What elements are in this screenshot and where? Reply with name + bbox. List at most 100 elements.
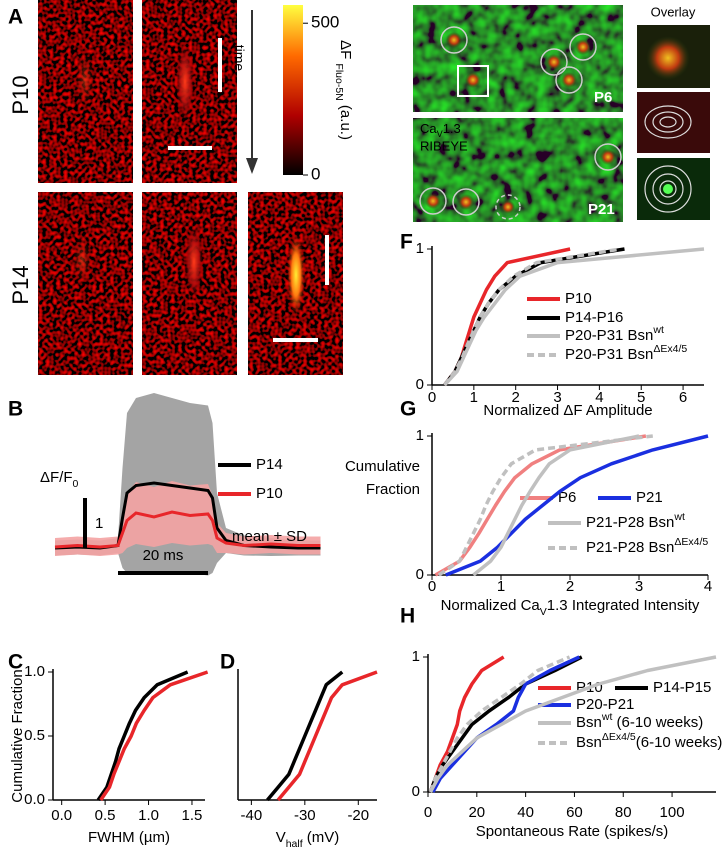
roi <box>457 65 489 97</box>
signal <box>72 234 92 286</box>
x-tick-label: 0 <box>428 389 436 406</box>
annotation: mean ± SD <box>232 528 307 545</box>
cdf-line <box>99 670 209 801</box>
overlay-title: Overlay <box>651 4 696 19</box>
x-tick-label: 0.0 <box>51 807 72 824</box>
x-tick-label: 5 <box>637 389 645 406</box>
cdf-line <box>434 434 647 577</box>
panel-label: A <box>8 6 23 29</box>
x-tick-label: -40 <box>241 807 263 824</box>
text-part: P20-P31 Bsn <box>565 327 653 344</box>
channel-label: CaV1.3 <box>420 121 461 139</box>
x-tick-label: 100 <box>660 804 685 821</box>
scale-bar-label: 1 <box>95 515 103 532</box>
x-tick-label: 1 <box>497 578 505 595</box>
panel-a: A P10 P14 time ΔF Fluo-5N (a.u.) <box>8 0 354 375</box>
signal <box>176 44 194 120</box>
image-label: P6 <box>594 89 612 106</box>
x-tick-label: 4 <box>704 578 712 595</box>
colorbar-label: ΔF Fluo-5N (a.u.) <box>333 40 354 140</box>
row-label: P10 <box>8 75 33 114</box>
overlay-tile <box>637 92 710 153</box>
panel-label: F <box>400 231 413 254</box>
text-part: ΔEx4/5 <box>602 731 636 743</box>
cdf-line <box>431 655 581 793</box>
cdf-line <box>428 655 571 793</box>
channel-label: RIBEYE <box>420 138 468 153</box>
y-axis-label: ΔF/F0 <box>40 469 79 490</box>
signal <box>185 226 203 298</box>
image <box>413 118 623 222</box>
y-tick-label: 0.5 <box>24 727 45 744</box>
text-part: V <box>276 829 286 846</box>
x-tick-label: 1.5 <box>182 807 203 824</box>
x-tick-label: 0.5 <box>95 807 116 824</box>
y-tick-label: 1 <box>412 648 420 665</box>
x-tick-label: 0 <box>424 804 432 821</box>
y-tick-label: 1 <box>416 240 424 257</box>
legend-label: P21-P28 BsnΔEx4/5 <box>586 536 708 556</box>
x-axis-label: Normalized CaV1.3 Integrated Intensity <box>441 597 700 618</box>
signal <box>287 233 305 317</box>
x-tick-label: 2 <box>512 389 520 406</box>
text-part: P21-P28 Bsn <box>586 539 674 556</box>
text-part: 1.3 Integrated Intensity <box>547 597 700 614</box>
y-tick-label: 0 <box>416 566 424 583</box>
text-part: ΔF/F <box>40 469 73 486</box>
panel-e: E P6 CaV1.3 RIBEYE P21 Overlay <box>413 4 710 222</box>
text-part: V <box>437 129 444 139</box>
y-tick-label: 0 <box>416 376 424 393</box>
legend-label: P14-P15 <box>653 679 711 696</box>
panel-label: C <box>8 651 23 674</box>
text-part: Bsn <box>576 714 602 731</box>
x-axis-label: Vhalf (mV) <box>276 829 340 850</box>
cdf-line <box>472 434 640 577</box>
panel-label: B <box>8 398 23 421</box>
legend-label: BsnΔEx4/5(6-10 weeks) <box>576 731 722 751</box>
x-axis-label: FWHM (µm) <box>88 829 170 846</box>
text-part: (a.u.) <box>337 101 354 140</box>
y-tick-label: 1 <box>416 427 424 444</box>
cdf-line <box>266 670 344 802</box>
image-label: P21 <box>588 201 615 218</box>
text-part: wt <box>673 511 685 523</box>
cdf-line <box>96 670 189 801</box>
text-part: P20-P31 Bsn <box>565 346 653 363</box>
row-label: P14 <box>8 265 33 304</box>
text-part: V <box>540 606 547 618</box>
legend-label: P20-P31 BsnΔEx4/5 <box>565 343 687 363</box>
cdf-line <box>428 655 717 793</box>
text-part: ΔF <box>337 40 354 63</box>
text-part: ΔEx4/5 <box>653 343 687 355</box>
text-part: ΔEx4/5 <box>674 536 708 548</box>
x-tick-label: 60 <box>566 804 583 821</box>
text-part: Normalized Ca <box>441 597 541 614</box>
panel-label: H <box>400 605 415 628</box>
x-tick-label: 20 <box>468 804 485 821</box>
text-part: 0 <box>73 478 79 490</box>
legend-label: P20-P21 <box>576 696 634 713</box>
text-part: P21-P28 Bsn <box>586 514 674 531</box>
time-arrow-head <box>246 158 258 174</box>
text-part: (6-10 weeks) <box>612 714 703 731</box>
x-axis-label: Normalized ΔF Amplitude <box>483 402 652 419</box>
legend-label: Bsnwt (6-10 weeks) <box>576 711 703 731</box>
cdf-line <box>445 434 709 577</box>
cdf-line <box>276 670 378 802</box>
text-part: half <box>286 838 303 850</box>
text-part: wt <box>601 711 613 723</box>
x-tick-label: 2 <box>566 578 574 595</box>
x-tick-label: 4 <box>595 389 603 406</box>
x-tick-label: 40 <box>517 804 534 821</box>
scale-bar-label: 20 ms <box>143 547 184 564</box>
x-tick-label: 1.0 <box>138 807 159 824</box>
text-part: (6-10 weeks) <box>636 734 723 751</box>
text-part: 1.3 <box>443 121 461 136</box>
legend-label: P10 <box>256 485 283 502</box>
x-tick-label: -30 <box>294 807 316 824</box>
legend-label: P20-P31 Bsnwt <box>565 324 664 344</box>
legend-label: P21-P28 Bsnwt <box>586 511 685 531</box>
legend-label: P14 <box>256 456 283 473</box>
x-tick-label: 1 <box>470 389 478 406</box>
